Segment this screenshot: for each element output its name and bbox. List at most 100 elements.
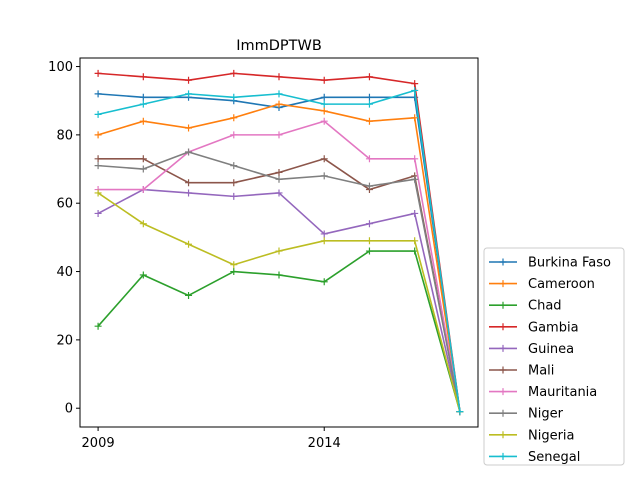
data-point-nigeria-2016 [411, 237, 419, 245]
x-axis: 2009 2014 [82, 427, 341, 451]
series-layer [94, 69, 464, 416]
y-tick-label-60: 60 [56, 197, 73, 212]
data-point-mali-2014 [320, 155, 328, 163]
series-niger [94, 148, 464, 416]
legend-item-chad: Chad [489, 299, 562, 314]
data-point-senegal-2014 [320, 100, 328, 108]
data-point-mauritania-2010 [139, 186, 147, 194]
data-point-nigeria-2009 [94, 189, 102, 197]
data-point-gambia-2011 [185, 76, 193, 84]
legend-label-nigeria: Nigeria [528, 428, 575, 443]
legend-item-senegal: Senegal [489, 450, 580, 465]
data-point-mauritania-2013 [275, 131, 283, 139]
data-point-guinea-2012 [230, 192, 238, 200]
legend-marker-gambia [499, 323, 507, 331]
data-point-nigeria-2013 [275, 247, 283, 255]
data-point-burkina-faso-2015 [365, 93, 373, 101]
data-point-chad-2011 [185, 291, 193, 299]
series-mali [94, 155, 464, 416]
data-point-nigeria-2010 [139, 220, 147, 228]
data-point-mali-2010 [139, 155, 147, 163]
legend-label-guinea: Guinea [528, 342, 574, 357]
legend-marker-chad [499, 301, 507, 309]
data-point-chad-2009 [94, 322, 102, 330]
data-point-mali-2012 [230, 179, 238, 187]
data-point-niger-2015 [365, 182, 373, 190]
data-point-guinea-2015 [365, 220, 373, 228]
legend-label-mauritania: Mauritania [528, 385, 597, 400]
y-tick-label-80: 80 [56, 128, 73, 143]
legend-marker-niger [499, 409, 507, 417]
data-point-cameroon-2013 [275, 100, 283, 108]
data-point-senegal-2017 [456, 408, 464, 416]
legend-marker-mali [499, 366, 507, 374]
data-point-chad-2015 [365, 247, 373, 255]
x-tick-label-2009: 2009 [82, 436, 115, 451]
series-senegal [94, 86, 464, 416]
data-point-mali-2011 [185, 179, 193, 187]
data-point-chad-2014 [320, 278, 328, 286]
y-tick-label-20: 20 [56, 333, 73, 348]
legend-label-niger: Niger [528, 407, 564, 422]
series-nigeria [94, 189, 464, 416]
data-point-senegal-2009 [94, 110, 102, 118]
data-point-mali-2009 [94, 155, 102, 163]
data-point-mauritania-2014 [320, 117, 328, 125]
legend-item-cameroon: Cameroon [489, 277, 595, 292]
data-point-senegal-2010 [139, 100, 147, 108]
data-point-gambia-2015 [365, 73, 373, 81]
legend-marker-mauritania [499, 388, 507, 396]
data-point-niger-2013 [275, 175, 283, 183]
data-point-senegal-2015 [365, 100, 373, 108]
x-tick-label-2014: 2014 [308, 436, 341, 451]
data-point-nigeria-2015 [365, 237, 373, 245]
y-tick-label-0: 0 [65, 402, 73, 417]
data-point-mauritania-2016 [411, 155, 419, 163]
legend: Burkina Faso Cameroon Chad Gambia Guinea Mali… [483, 247, 625, 466]
legend-item-burkina-faso: Burkina Faso [489, 256, 611, 271]
data-point-mauritania-2012 [230, 131, 238, 139]
data-point-cameroon-2011 [185, 124, 193, 132]
y-tick-label-40: 40 [56, 265, 73, 280]
legend-item-nigeria: Nigeria [489, 428, 575, 443]
legend-label-chad: Chad [528, 299, 562, 314]
data-point-nigeria-2011 [185, 240, 193, 248]
data-point-cameroon-2014 [320, 107, 328, 115]
y-axis: 0 20 40 60 80 100 [48, 60, 80, 417]
legend-item-mauritania: Mauritania [489, 385, 597, 400]
data-point-niger-2016 [411, 175, 419, 183]
data-point-cameroon-2010 [139, 117, 147, 125]
data-point-gambia-2014 [320, 76, 328, 84]
data-point-guinea-2011 [185, 189, 193, 197]
data-point-senegal-2011 [185, 90, 193, 98]
data-point-guinea-2014 [320, 230, 328, 238]
data-point-gambia-2013 [275, 73, 283, 81]
legend-item-mali: Mali [489, 364, 554, 379]
data-point-mauritania-2015 [365, 155, 373, 163]
data-point-niger-2014 [320, 172, 328, 180]
data-point-niger-2012 [230, 162, 238, 170]
data-point-niger-2009 [94, 162, 102, 170]
data-point-chad-2013 [275, 271, 283, 279]
data-point-niger-2011 [185, 148, 193, 156]
legend-frame [483, 247, 625, 466]
legend-item-guinea: Guinea [489, 342, 574, 357]
legend-marker-burkina-faso [499, 258, 507, 266]
y-tick-label-100: 100 [48, 60, 73, 75]
legend-marker-guinea [499, 344, 507, 352]
data-point-senegal-2016 [411, 86, 419, 94]
data-point-gambia-2009 [94, 69, 102, 77]
legend-label-senegal: Senegal [528, 450, 580, 465]
data-point-niger-2010 [139, 165, 147, 173]
data-point-gambia-2012 [230, 69, 238, 77]
data-point-gambia-2010 [139, 73, 147, 81]
data-point-chad-2012 [230, 268, 238, 276]
legend-marker-senegal [499, 452, 507, 460]
data-point-cameroon-2009 [94, 131, 102, 139]
legend-label-cameroon: Cameroon [528, 277, 595, 292]
data-point-cameroon-2015 [365, 117, 373, 125]
data-point-burkina-faso-2009 [94, 90, 102, 98]
data-point-burkina-faso-2014 [320, 93, 328, 101]
data-point-senegal-2013 [275, 90, 283, 98]
